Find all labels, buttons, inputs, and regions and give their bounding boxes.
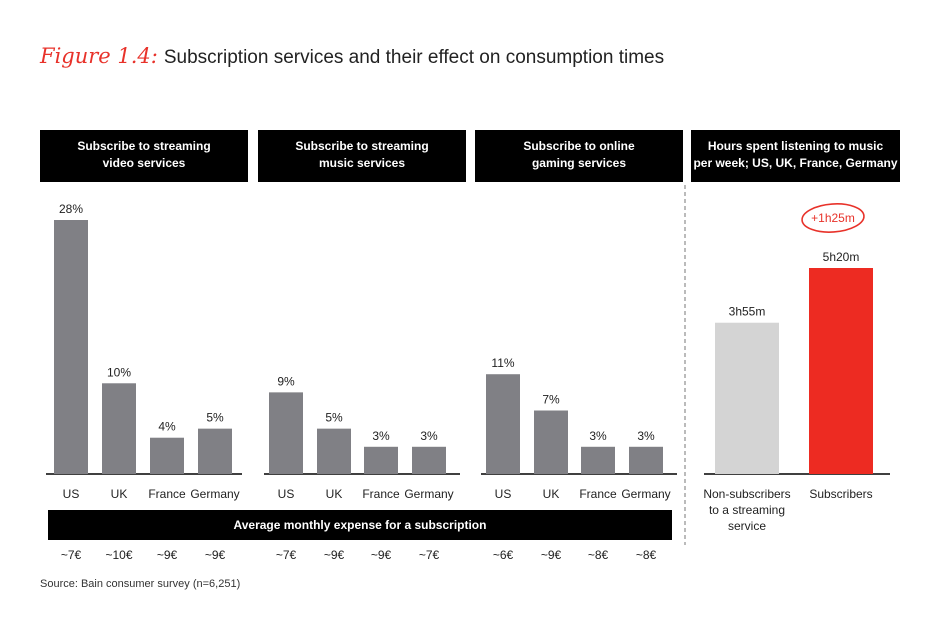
category-label-hours-non-subscribers-line-2: to a streaming <box>709 503 785 517</box>
bar-label-2-us: 9% <box>277 374 295 388</box>
bar-label-1-france: 4% <box>158 420 176 434</box>
bar-label-1-uk: 10% <box>107 365 131 379</box>
bar-label-3-uk: 7% <box>542 393 560 407</box>
bar-label-1-us: 28% <box>59 202 83 216</box>
bar-hours-non-subscribers <box>715 322 779 474</box>
expense-banner <box>48 510 672 540</box>
category-label-1-us: US <box>63 487 80 501</box>
source-note: Source: Bain consumer survey (n=6,251) <box>40 578 241 590</box>
bar-2-germany <box>412 446 446 474</box>
category-label-1-france: France <box>148 487 186 501</box>
expense-label-2-germany: ~7€ <box>419 548 440 562</box>
figure-title-text: Subscription services and their effect o… <box>163 47 665 68</box>
bar-label-3-france: 3% <box>589 429 607 443</box>
category-label-3-france: France <box>579 487 617 501</box>
panel-header-4 <box>691 130 900 182</box>
panel-header-3 <box>475 130 683 182</box>
bar-label-2-germany: 3% <box>420 429 438 443</box>
panel-title-3-line-2: gaming services <box>532 156 626 170</box>
category-label-1-uk: UK <box>111 487 128 501</box>
bar-2-us <box>269 392 303 474</box>
category-label-hours-non-subscribers-line-3: service <box>728 519 766 533</box>
expense-label-3-uk: ~9€ <box>541 548 562 562</box>
expense-label-2-france: ~9€ <box>371 548 392 562</box>
bar-label-hours-non-subscribers: 3h55m <box>729 305 766 319</box>
bar-label-hours-subscribers: 5h20m <box>823 250 860 264</box>
bar-1-us <box>54 220 88 474</box>
bar-3-germany <box>629 446 663 474</box>
category-label-2-us: US <box>278 487 295 501</box>
bar-hours-subscribers <box>809 268 873 474</box>
category-label-2-uk: UK <box>326 487 343 501</box>
panel-header-1 <box>40 130 248 182</box>
expense-label-3-germany: ~8€ <box>636 548 657 562</box>
panel-header-2 <box>258 130 466 182</box>
category-label-2-france: France <box>362 487 400 501</box>
bar-2-uk <box>317 428 351 474</box>
expense-label-3-france: ~8€ <box>588 548 609 562</box>
category-label-hours-non-subscribers-line-1: Non-subscribers <box>703 487 790 501</box>
category-label-3-germany: Germany <box>621 487 670 501</box>
panel-title-2-line-1: Subscribe to streaming <box>295 139 428 153</box>
panel-title-1-line-2: video services <box>103 156 186 170</box>
expense-label-1-france: ~9€ <box>157 548 178 562</box>
bar-1-france <box>150 437 184 474</box>
category-label-hours-subscribers-line-1: Subscribers <box>809 487 872 501</box>
bar-label-3-germany: 3% <box>637 429 655 443</box>
difference-circle <box>801 203 865 233</box>
expense-label-1-us: ~7€ <box>61 548 82 562</box>
bar-label-1-germany: 5% <box>206 411 224 425</box>
panel-title-3-line-1: Subscribe to online <box>523 139 635 153</box>
bar-1-germany <box>198 428 232 474</box>
bar-label-2-france: 3% <box>372 429 390 443</box>
bar-3-france <box>581 446 615 474</box>
panel-title-2-line-2: music services <box>319 156 405 170</box>
bar-3-uk <box>534 410 568 474</box>
category-label-3-us: US <box>495 487 512 501</box>
panel-title-4-line-2: per week; US, UK, France, Germany <box>693 156 897 170</box>
category-label-2-germany: Germany <box>404 487 453 501</box>
expense-label-2-uk: ~9€ <box>324 548 345 562</box>
expense-label-3-us: ~6€ <box>493 548 514 562</box>
figure-title: Figure 1.4: Subscription services and the… <box>40 44 664 69</box>
bar-2-france <box>364 446 398 474</box>
expense-banner-text: Average monthly expense for a subscripti… <box>234 518 487 532</box>
expense-label-1-uk: ~10€ <box>105 548 132 562</box>
expense-label-1-germany: ~9€ <box>205 548 226 562</box>
bar-1-uk <box>102 383 136 474</box>
category-label-3-uk: UK <box>543 487 560 501</box>
panel-title-1-line-1: Subscribe to streaming <box>77 139 210 153</box>
figure-label: Figure 1.4: <box>40 44 158 68</box>
expense-label-2-us: ~7€ <box>276 548 297 562</box>
difference-annotation: +1h25m <box>811 211 855 225</box>
category-label-1-germany: Germany <box>190 487 239 501</box>
bar-3-us <box>486 374 520 474</box>
bar-label-3-us: 11% <box>491 356 514 370</box>
bar-label-2-uk: 5% <box>325 411 343 425</box>
panel-title-4-line-1: Hours spent listening to music <box>708 139 884 153</box>
